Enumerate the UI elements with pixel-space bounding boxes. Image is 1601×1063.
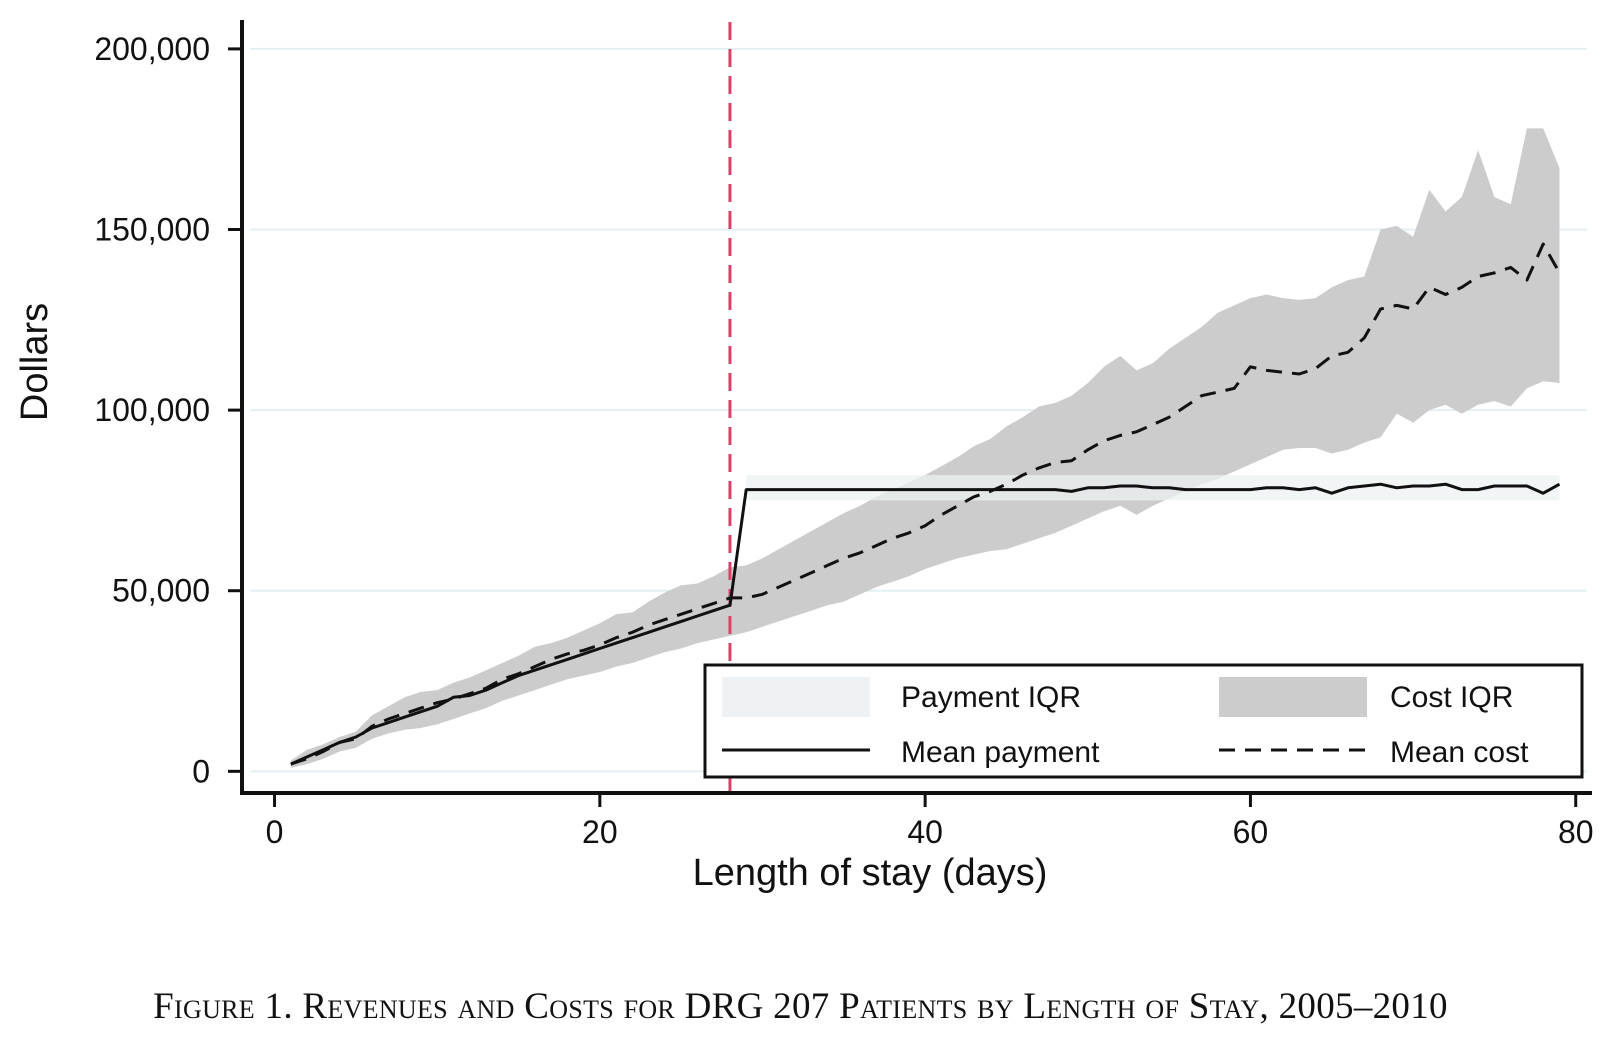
x-tick-label-2: 40 — [907, 814, 943, 850]
mean-cost-line — [290, 242, 1561, 766]
x-tick-label-0: 0 — [266, 814, 284, 850]
x-tick-label-1: 20 — [582, 814, 618, 850]
y-axis-title: Dollars — [14, 303, 56, 421]
legend-swatch-cost-iqr — [1219, 677, 1367, 717]
cost-iqr-band — [290, 128, 1560, 768]
y-tick-label-1: 50,000 — [112, 573, 210, 609]
y-tick-label-3: 150,000 — [94, 212, 210, 248]
x-tick-label-4: 80 — [1558, 814, 1594, 850]
legend-label-cost-iqr: Cost IQR — [1390, 681, 1513, 714]
mean-payment-line — [290, 482, 1561, 766]
figure-caption: Figure 1. Revenues and Costs for DRG 207… — [153, 986, 1448, 1027]
legend-swatch-payment-iqr — [722, 677, 870, 717]
y-tick-label-0: 0 — [192, 753, 210, 789]
legend-label-payment-iqr: Payment IQR — [901, 681, 1081, 714]
y-tick-label-2: 100,000 — [94, 392, 210, 428]
y-tick-label-4: 200,000 — [94, 31, 210, 67]
legend-label-mean-payment: Mean payment — [901, 736, 1100, 769]
x-axis-title: Length of stay (days) — [693, 852, 1048, 894]
mean-lines — [290, 242, 1561, 766]
x-tick-label-3: 60 — [1233, 814, 1269, 850]
legend: Payment IQR Cost IQR Mean payment Mean c… — [703, 663, 1584, 779]
axes — [240, 20, 1592, 795]
legend-label-mean-cost: Mean cost — [1390, 736, 1529, 769]
ticks: 0 20 40 60 80 0 50,000 100,000 150,000 200,000 — [94, 31, 1593, 850]
